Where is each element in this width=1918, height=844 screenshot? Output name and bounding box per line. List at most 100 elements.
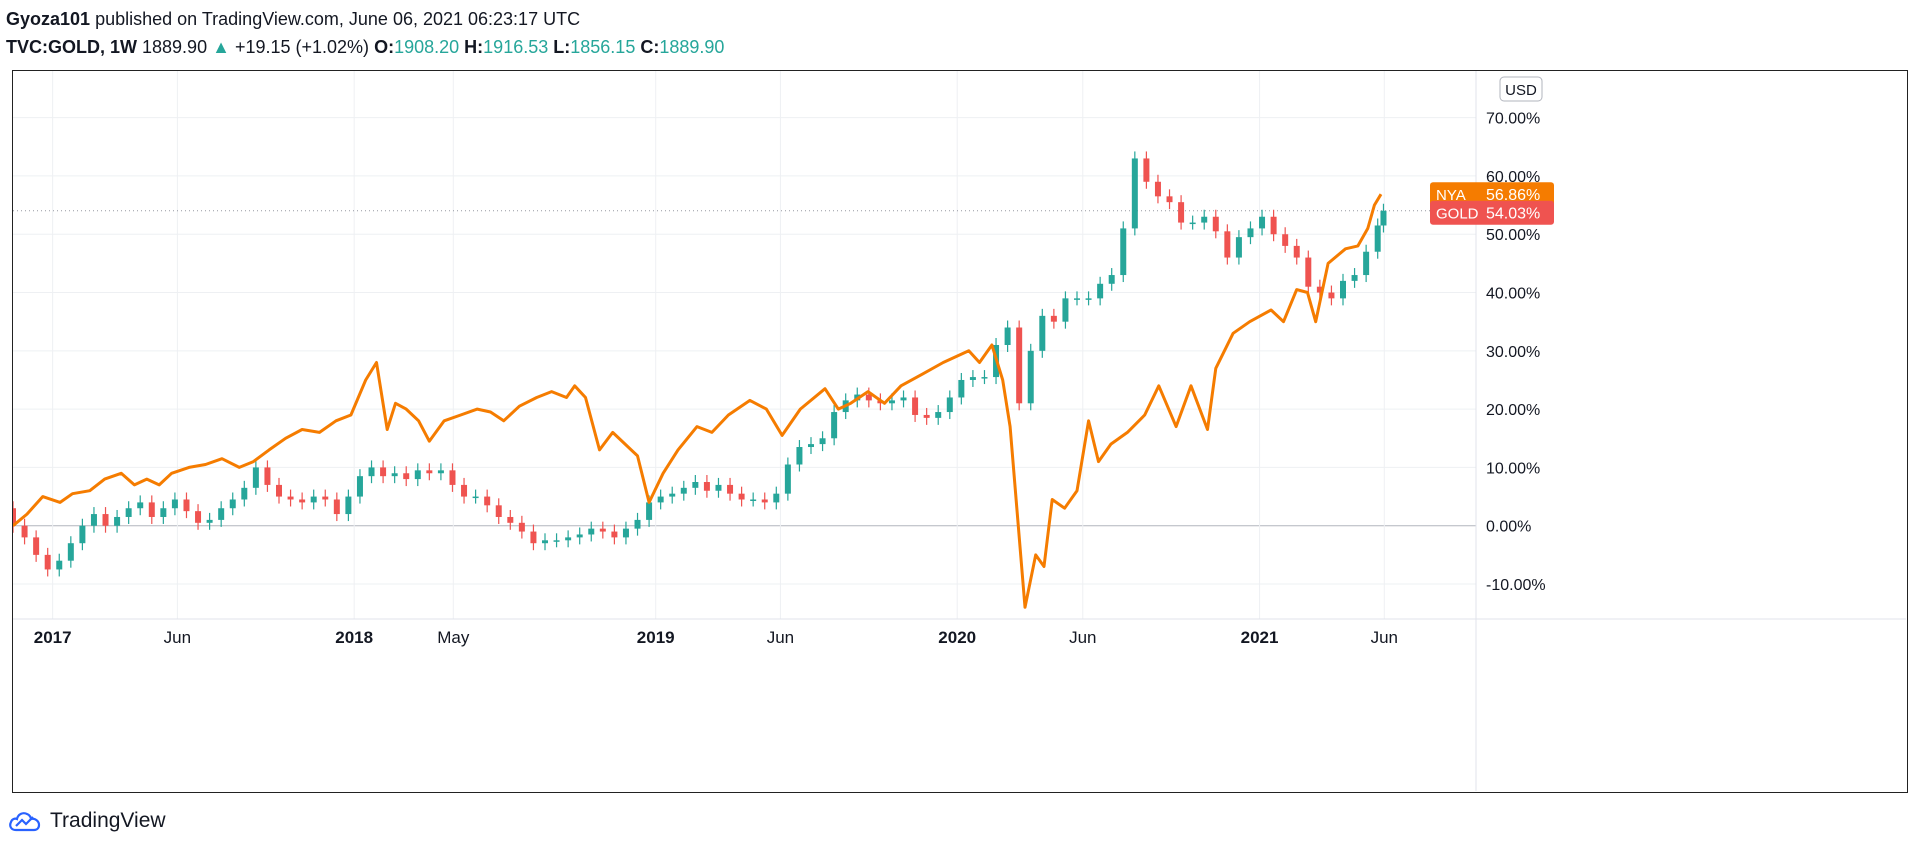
y-tick-label: 60.00%	[1486, 169, 1540, 186]
candle-body	[79, 525, 86, 544]
series-price-tag: NYA 56.86%	[1430, 182, 1554, 207]
candle-body	[657, 496, 664, 503]
gold-candle	[946, 390, 953, 420]
y-tick-label: 70.00%	[1486, 111, 1540, 128]
candle-body	[923, 414, 930, 418]
candle-body	[1293, 245, 1300, 258]
candle-body	[229, 499, 236, 509]
candle-body	[808, 444, 814, 448]
gold-candle	[21, 518, 28, 545]
y-tick-label: 40.00%	[1486, 286, 1540, 303]
gold-candle	[969, 370, 976, 387]
gold-candle	[669, 486, 676, 504]
gold-candle	[472, 489, 479, 504]
y-tick-label: 50.00%	[1486, 227, 1540, 244]
candle-body	[530, 531, 537, 544]
gold-candle	[79, 518, 86, 551]
gold-candle	[102, 507, 109, 533]
gold-candle	[218, 501, 225, 527]
candle-body	[67, 543, 74, 561]
candle-body	[1062, 298, 1069, 322]
candle-body	[380, 467, 387, 477]
candle-body	[738, 493, 745, 500]
candle-body	[195, 511, 202, 523]
candle-body	[1305, 257, 1312, 287]
candle-body	[160, 508, 167, 517]
gold-candle	[958, 372, 965, 405]
candle-body	[472, 496, 479, 499]
gold-candle	[67, 536, 74, 568]
gold-candle	[727, 477, 734, 501]
candle-body	[322, 496, 329, 500]
candle-body	[611, 531, 618, 538]
symbol-label: TVC:GOLD, 1W	[6, 37, 137, 57]
candle-body	[935, 412, 942, 418]
candle-body	[171, 499, 178, 509]
candle-body	[391, 473, 398, 477]
gold-candle	[1380, 203, 1387, 233]
author-name[interactable]: Gyoza101	[6, 9, 91, 29]
chart-frame[interactable]: 70.00% 60.00% 50.00% 40.00% 30.00% 20.00% 10.0…	[12, 70, 1908, 793]
candle-body	[761, 499, 768, 503]
gold-candle	[1305, 250, 1312, 294]
cloud-icon	[9, 812, 41, 832]
candle-body	[414, 470, 421, 480]
gold-candle	[229, 492, 236, 516]
gold-candle	[900, 390, 907, 408]
candle-body	[727, 484, 734, 494]
candle-body	[13, 508, 16, 526]
gold-candle	[1201, 209, 1208, 230]
tradingview-brand: TradingView	[50, 809, 166, 832]
gold-candle	[750, 492, 757, 507]
gold-candle	[1282, 227, 1289, 253]
candle-body	[1027, 350, 1034, 404]
candle-body	[218, 508, 225, 520]
candle-body	[912, 397, 919, 415]
candle-body	[796, 447, 803, 465]
candle-body	[784, 464, 791, 494]
gold-candle	[495, 498, 502, 524]
gold-candle	[90, 507, 97, 533]
candle-body	[437, 470, 444, 474]
candle-body	[599, 528, 606, 532]
candle-body	[1201, 216, 1208, 223]
gold-candle	[13, 501, 16, 533]
candle-body	[1282, 234, 1289, 246]
candle-body	[1189, 222, 1196, 225]
candle-body	[206, 519, 213, 523]
gold-candle	[1016, 320, 1023, 411]
gold-candle	[1259, 209, 1266, 236]
currency-button[interactable]: USD	[1499, 76, 1543, 102]
tradingview-logo[interactable]: TradingView	[8, 808, 166, 834]
gold-candle	[680, 480, 687, 501]
gold-candle	[912, 390, 919, 422]
candle-body	[1016, 327, 1023, 404]
candle-body	[114, 516, 121, 526]
currency-box	[1499, 76, 1543, 102]
gold-candle	[241, 480, 248, 507]
candle-body	[518, 522, 525, 532]
gold-candle	[1212, 209, 1219, 239]
gold-candle	[1074, 291, 1080, 306]
candle-body	[241, 487, 248, 500]
candle-body	[1074, 298, 1080, 300]
gold-candle	[1178, 195, 1185, 230]
gold-candle	[1027, 343, 1034, 411]
candle-body	[622, 528, 629, 538]
candle-body	[1328, 292, 1335, 299]
candle-body	[449, 470, 456, 485]
price-chart[interactable]: 70.00% 60.00% 50.00% 40.00% 30.00% 20.00% 10.0…	[13, 71, 1906, 791]
candle-body	[1085, 298, 1092, 300]
candle-body	[969, 377, 976, 380]
candle-body	[819, 438, 826, 445]
gold-candle	[611, 524, 618, 545]
gold-candle	[773, 486, 780, 510]
candle-body	[1131, 158, 1138, 229]
gold-candle	[1039, 308, 1046, 358]
gold-candle	[1374, 218, 1381, 259]
ohlc-legend: TVC:GOLD, 1W 1889.90 ▲ +19.15 (+1.02%) O…	[6, 36, 724, 58]
candle-body	[345, 496, 352, 515]
gold-candle	[333, 492, 340, 522]
gold-candle	[461, 477, 468, 504]
candle-body	[958, 379, 965, 398]
